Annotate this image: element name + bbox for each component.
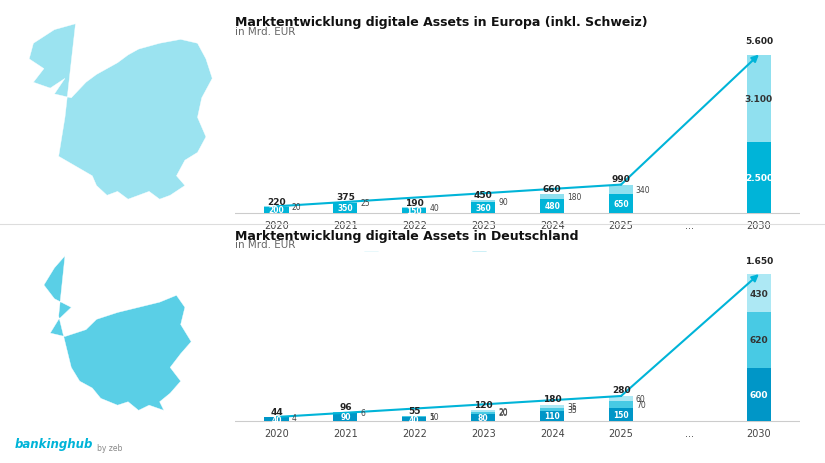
Text: 1.650: 1.650	[745, 257, 773, 265]
Text: 430: 430	[750, 289, 768, 298]
Text: 90: 90	[340, 413, 351, 421]
Text: 350: 350	[337, 204, 353, 213]
Text: Marktentwicklung digitale Assets in Europa (inkl. Schweiz): Marktentwicklung digitale Assets in Euro…	[235, 16, 648, 29]
Bar	[540, 408, 564, 411]
Text: 990: 990	[611, 175, 630, 183]
Bar	[265, 207, 289, 213]
Bar	[609, 396, 633, 401]
Text: 10: 10	[429, 413, 439, 421]
Bar	[265, 418, 289, 421]
Text: 2.500: 2.500	[745, 173, 773, 182]
Bar	[403, 208, 427, 209]
Bar	[471, 410, 495, 412]
Text: 200: 200	[269, 206, 285, 215]
Bar	[333, 202, 357, 203]
Text: bankinghub: bankinghub	[15, 437, 93, 450]
Text: 650: 650	[613, 200, 629, 208]
Bar	[747, 143, 771, 213]
Text: 44: 44	[270, 407, 283, 416]
Legend: Security Tokens, Kryptowährungen: Security Tokens, Kryptowährungen	[360, 248, 585, 266]
Text: 620: 620	[750, 336, 768, 344]
Text: 96: 96	[339, 402, 351, 412]
Bar	[403, 209, 427, 213]
Bar	[609, 195, 633, 213]
Text: 190: 190	[405, 198, 424, 207]
Text: 6: 6	[361, 408, 365, 417]
Text: 120: 120	[474, 400, 493, 409]
Bar	[747, 56, 771, 143]
Bar	[471, 414, 495, 421]
Text: 40: 40	[429, 204, 439, 213]
Bar	[747, 313, 771, 368]
Bar	[471, 203, 495, 213]
Text: 180: 180	[543, 394, 562, 404]
Text: 600: 600	[750, 390, 768, 399]
Text: 25: 25	[361, 198, 370, 207]
Bar	[747, 368, 771, 421]
Text: 4: 4	[291, 413, 296, 422]
Bar	[609, 185, 633, 195]
Text: 70: 70	[636, 400, 646, 409]
Bar	[747, 275, 771, 313]
Bar	[471, 412, 495, 414]
Text: 220: 220	[267, 197, 285, 206]
Bar	[540, 405, 564, 408]
Text: in Mrd. EUR: in Mrd. EUR	[235, 27, 295, 37]
Text: 3.100: 3.100	[745, 94, 773, 104]
Bar	[333, 413, 357, 421]
Text: 5.600: 5.600	[745, 37, 773, 46]
Text: 35: 35	[567, 405, 577, 414]
Text: 55: 55	[408, 407, 421, 415]
Text: 480: 480	[544, 202, 560, 211]
Text: 150: 150	[613, 410, 629, 419]
Text: 20: 20	[498, 407, 507, 416]
Text: 80: 80	[478, 413, 488, 422]
Text: 40: 40	[271, 415, 281, 424]
Text: 90: 90	[498, 197, 508, 206]
Text: 280: 280	[612, 385, 630, 394]
Polygon shape	[44, 257, 191, 410]
Polygon shape	[29, 25, 212, 200]
Text: 35: 35	[567, 402, 577, 411]
Text: 180: 180	[567, 193, 582, 201]
Text: 5: 5	[429, 412, 434, 421]
Text: 40: 40	[409, 415, 420, 424]
Bar	[609, 407, 633, 421]
Text: 450: 450	[474, 190, 493, 200]
Text: 20: 20	[291, 203, 301, 212]
Text: in Mrd. EUR: in Mrd. EUR	[235, 240, 295, 250]
Bar	[471, 200, 495, 203]
Bar	[333, 203, 357, 213]
Text: 375: 375	[336, 193, 355, 202]
Text: 20: 20	[498, 408, 507, 418]
Text: Marktentwicklung digitale Assets in Deutschland: Marktentwicklung digitale Assets in Deut…	[235, 229, 578, 242]
Bar	[540, 411, 564, 421]
Bar	[609, 401, 633, 407]
Text: 60: 60	[636, 394, 646, 403]
Bar	[540, 194, 564, 200]
Bar	[403, 417, 427, 418]
Bar	[540, 200, 564, 213]
Text: 110: 110	[544, 412, 560, 420]
Text: 360: 360	[475, 203, 491, 213]
Bar	[403, 418, 427, 421]
Text: 150: 150	[407, 206, 422, 215]
Text: by zeb: by zeb	[97, 443, 123, 452]
Text: 660: 660	[543, 184, 562, 193]
Text: 340: 340	[636, 186, 650, 194]
